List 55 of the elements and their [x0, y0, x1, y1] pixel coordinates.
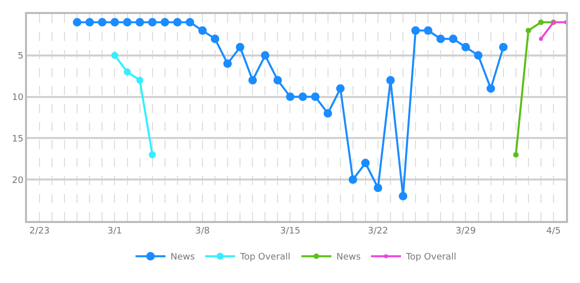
- point: [513, 152, 519, 158]
- point: [411, 26, 420, 35]
- x-tick-label: 3/22: [368, 226, 388, 237]
- point: [124, 68, 131, 76]
- point: [148, 151, 156, 158]
- point: [160, 18, 170, 27]
- point: [436, 34, 445, 44]
- point: [111, 52, 118, 59]
- point: [198, 26, 207, 35]
- point: [210, 34, 220, 44]
- point: [398, 192, 408, 200]
- point: [136, 76, 144, 84]
- point: [311, 92, 320, 102]
- point: [386, 76, 395, 84]
- point: [348, 175, 358, 184]
- point: [526, 28, 532, 34]
- x-tick-label: 3/29: [456, 226, 476, 237]
- point: [248, 76, 257, 84]
- point: [223, 59, 232, 68]
- point: [298, 92, 308, 102]
- point: [286, 92, 294, 102]
- y-tick-label: 20: [12, 176, 24, 186]
- point: [110, 18, 119, 27]
- point: [499, 42, 508, 52]
- legend-label: Top Overall: [239, 252, 290, 263]
- x-tick-label: 2/23: [29, 226, 50, 237]
- point: [474, 51, 483, 60]
- legend-label: Top Overall: [404, 252, 456, 263]
- x-tick-label: 3/15: [280, 226, 300, 237]
- legend-label: News: [170, 252, 196, 263]
- point: [173, 18, 182, 27]
- point: [538, 36, 543, 41]
- point: [361, 158, 370, 168]
- x-tick-label: 4/5: [546, 226, 561, 237]
- point: [186, 18, 194, 27]
- y-tick-label: 15: [12, 134, 24, 144]
- point: [324, 109, 332, 118]
- point: [538, 20, 544, 26]
- point: [486, 84, 496, 93]
- point: [273, 76, 282, 84]
- point: [148, 18, 157, 27]
- point: [461, 42, 470, 52]
- point: [123, 18, 132, 27]
- legend-label: News: [336, 252, 361, 263]
- y-tick-label: 10: [12, 92, 24, 103]
- x-tick-label: 3/8: [195, 226, 210, 237]
- point: [236, 42, 244, 52]
- point: [136, 18, 144, 27]
- x-tick-label: 3/1: [108, 226, 122, 237]
- point: [448, 34, 458, 44]
- point: [260, 51, 270, 60]
- point: [374, 184, 382, 192]
- point: [336, 84, 345, 93]
- point: [424, 26, 432, 35]
- y-tick-label: 5: [18, 52, 24, 62]
